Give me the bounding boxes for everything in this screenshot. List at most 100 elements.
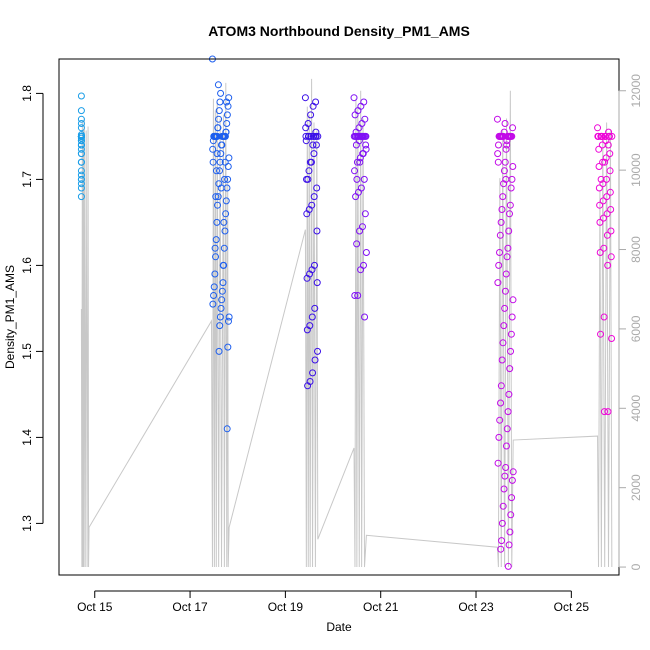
data-point bbox=[77, 107, 85, 115]
data-point bbox=[221, 175, 229, 183]
y-axis-label: Density_PM1_AMS bbox=[3, 265, 17, 369]
data-point bbox=[495, 433, 503, 441]
data-point bbox=[303, 274, 311, 282]
data-point bbox=[224, 175, 232, 183]
data-point bbox=[599, 158, 607, 166]
y-axis: 1.3 1.4 1.5 1.6 1.7 1.8 bbox=[20, 85, 44, 532]
right-y-tick-label: 10000 bbox=[629, 153, 643, 187]
data-point bbox=[217, 150, 225, 158]
data-point bbox=[307, 111, 315, 119]
data-point bbox=[502, 145, 510, 153]
data-point bbox=[504, 562, 512, 570]
data-point bbox=[607, 227, 615, 235]
data-points-layer bbox=[77, 55, 616, 570]
altitude-line bbox=[80, 78, 613, 568]
data-point bbox=[596, 249, 604, 256]
data-point bbox=[77, 115, 85, 123]
data-point bbox=[597, 132, 605, 140]
data-point bbox=[314, 347, 322, 355]
y-tick-label: 1.5 bbox=[20, 343, 34, 360]
data-point bbox=[599, 197, 607, 205]
data-point bbox=[505, 227, 513, 235]
data-point bbox=[212, 253, 220, 261]
data-point bbox=[501, 304, 509, 312]
data-point bbox=[77, 145, 85, 153]
data-point bbox=[311, 132, 319, 140]
data-point bbox=[77, 137, 85, 145]
data-point bbox=[219, 132, 227, 140]
data-point bbox=[309, 102, 317, 110]
data-point bbox=[225, 154, 233, 162]
data-point bbox=[505, 390, 513, 398]
data-point bbox=[503, 425, 511, 433]
data-point bbox=[209, 145, 217, 153]
data-point bbox=[594, 124, 602, 132]
data-point bbox=[503, 141, 511, 149]
data-point bbox=[605, 132, 613, 140]
data-point bbox=[225, 313, 233, 321]
data-point bbox=[360, 175, 368, 183]
data-point bbox=[218, 141, 226, 149]
data-point bbox=[507, 184, 515, 192]
data-point bbox=[303, 326, 311, 334]
data-point bbox=[604, 141, 612, 149]
data-point bbox=[302, 132, 310, 140]
data-point bbox=[217, 184, 225, 192]
data-point bbox=[501, 472, 509, 480]
data-point bbox=[495, 261, 503, 269]
data-point bbox=[504, 244, 512, 252]
data-point bbox=[596, 201, 604, 209]
data-point bbox=[500, 180, 508, 188]
data-point bbox=[606, 150, 614, 158]
data-point bbox=[503, 253, 511, 261]
data-point bbox=[506, 210, 514, 218]
data-point bbox=[355, 132, 363, 140]
data-point bbox=[209, 137, 217, 145]
data-point bbox=[498, 537, 506, 545]
right-y-axis: 0 2000 4000 6000 8000 10000 12000 bbox=[618, 74, 643, 570]
x-tick-label: Oct 19 bbox=[268, 600, 304, 614]
data-point bbox=[219, 261, 227, 269]
data-point bbox=[353, 175, 361, 183]
data-point bbox=[219, 279, 227, 287]
data-point bbox=[500, 167, 508, 175]
data-point bbox=[218, 296, 226, 304]
data-point bbox=[501, 158, 509, 166]
data-point bbox=[506, 365, 514, 373]
data-point bbox=[214, 124, 222, 132]
data-point bbox=[495, 132, 503, 140]
data-point bbox=[508, 476, 516, 484]
data-point bbox=[597, 175, 605, 183]
data-point bbox=[596, 218, 604, 226]
data-point bbox=[595, 145, 603, 153]
data-point bbox=[220, 244, 228, 252]
y-tick-label: 1.4 bbox=[20, 429, 34, 446]
data-point bbox=[502, 270, 510, 278]
data-point bbox=[303, 210, 311, 218]
data-point bbox=[310, 193, 318, 201]
data-point bbox=[353, 240, 361, 248]
data-point bbox=[503, 137, 511, 145]
data-point bbox=[595, 163, 603, 170]
right-y-tick-label: 2000 bbox=[629, 474, 643, 501]
data-point bbox=[77, 184, 85, 192]
x-tick-label: Oct 23 bbox=[458, 600, 494, 614]
right-y-tick-label: 8000 bbox=[629, 236, 643, 263]
data-point bbox=[222, 128, 230, 136]
data-point bbox=[509, 124, 517, 132]
data-point bbox=[353, 158, 361, 166]
data-point bbox=[499, 502, 507, 510]
data-point bbox=[497, 545, 505, 553]
data-point bbox=[604, 261, 612, 269]
data-point bbox=[224, 317, 232, 325]
data-point bbox=[599, 180, 607, 188]
data-point bbox=[310, 150, 318, 158]
data-point bbox=[77, 120, 85, 127]
data-point bbox=[354, 292, 362, 299]
data-point bbox=[77, 158, 85, 166]
data-point bbox=[595, 184, 603, 192]
data-point bbox=[498, 356, 506, 364]
data-point bbox=[209, 158, 217, 166]
data-point bbox=[357, 266, 365, 274]
